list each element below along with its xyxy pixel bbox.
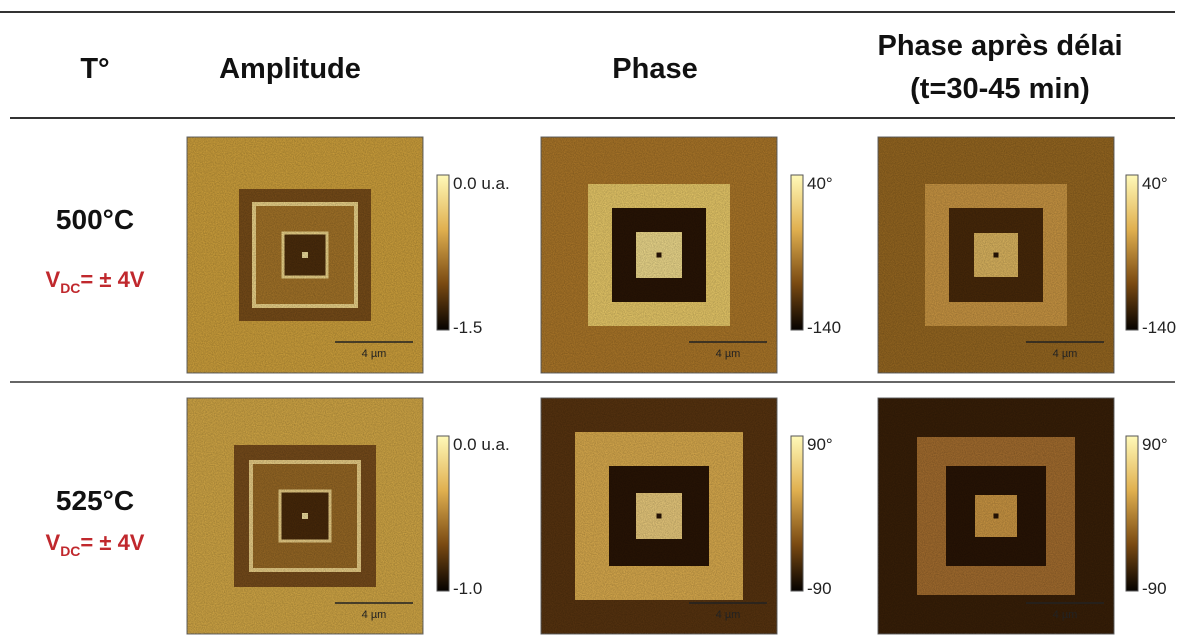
afm-image: 4 µm (877, 136, 1115, 374)
header-cell: Amplitude (219, 53, 361, 85)
afm-image: 4 µm (540, 397, 778, 635)
scale-bar-label: 4 µm (1053, 609, 1078, 621)
color-bar-max: 0.0 u.a. (453, 174, 510, 193)
texture (878, 398, 1114, 634)
temperature: 525°C (56, 485, 134, 516)
texture (541, 137, 777, 373)
scale-bar-label: 4 µm (1053, 348, 1078, 360)
scale-bar-label: 4 µm (716, 348, 741, 360)
afm-image: 4 µm (186, 397, 424, 635)
voltage-symbol: V (46, 267, 61, 292)
color-bar-min: -90 (807, 579, 832, 598)
texture (187, 137, 423, 373)
color-bar-min: -1.5 (453, 318, 482, 337)
color-bar-max: 0.0 u.a. (453, 435, 510, 454)
color-bar (1125, 174, 1139, 331)
voltage-subscript: DC (60, 543, 80, 559)
color-bar (790, 435, 804, 592)
afm-image: 4 µm (186, 136, 424, 374)
color-bar (436, 174, 450, 331)
voltage: VDC= ± 4V (46, 267, 145, 296)
color-bar-max: 40° (1142, 174, 1168, 193)
temperature: 500°C (56, 204, 134, 235)
color-bar-min: -140 (807, 318, 841, 337)
header-cell: (t=30-45 min) (910, 73, 1090, 105)
color-bar-max: 90° (807, 435, 833, 454)
color-bar-min: -90 (1142, 579, 1167, 598)
color-bar (790, 174, 804, 331)
afm-image: 4 µm (877, 397, 1115, 635)
header-cell: Phase après délai (877, 30, 1122, 62)
color-bar-max: 40° (807, 174, 833, 193)
header-cell: Phase (612, 53, 697, 85)
scale-bar-label: 4 µm (716, 609, 741, 621)
color-bar-min: -1.0 (453, 579, 482, 598)
color-bar-max: 90° (1142, 435, 1168, 454)
texture (878, 137, 1114, 373)
voltage-subscript: DC (60, 280, 80, 296)
voltage-value: = ± 4V (80, 267, 144, 292)
texture (541, 398, 777, 634)
texture (187, 398, 423, 634)
voltage-symbol: V (46, 530, 61, 555)
header-cell: T° (80, 53, 109, 85)
voltage-value: = ± 4V (80, 530, 144, 555)
afm-image: 4 µm (540, 136, 778, 374)
color-bar-min: -140 (1142, 318, 1176, 337)
scale-bar-label: 4 µm (362, 609, 387, 621)
color-bar (1125, 435, 1139, 592)
color-bar (436, 435, 450, 592)
voltage: VDC= ± 4V (46, 530, 145, 559)
scale-bar-label: 4 µm (362, 348, 387, 360)
